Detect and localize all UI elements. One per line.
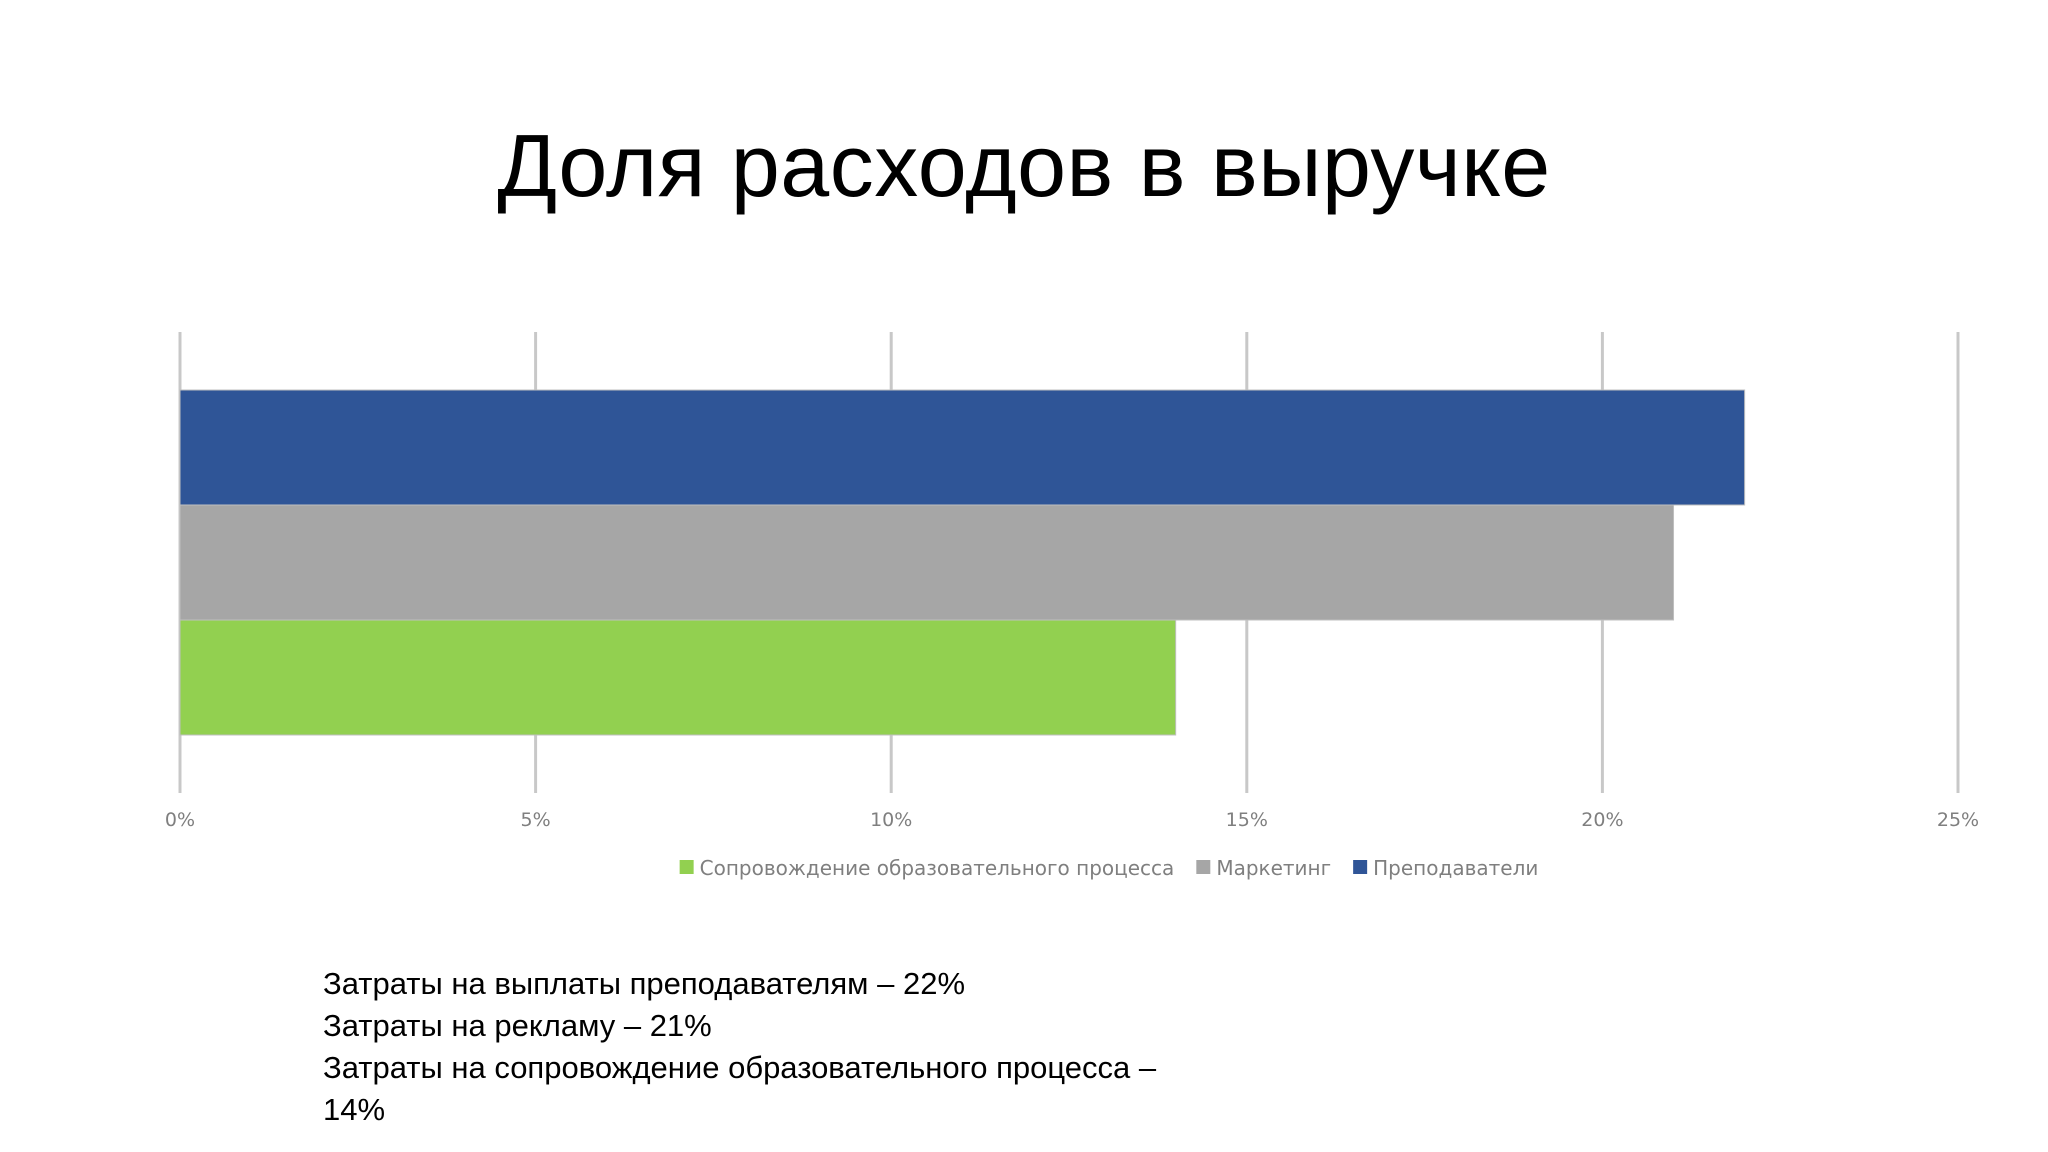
x-tick-label-2: 10% xyxy=(870,809,912,831)
legend-swatch-0 xyxy=(679,860,694,874)
bar-2 xyxy=(179,389,1746,506)
legend-label-1: Маркетинг xyxy=(1216,856,1331,880)
legend-label-0: Сопровождение образовательного процесса xyxy=(700,856,1175,880)
legend-item-1: Маркетинг xyxy=(1196,856,1331,880)
legend-item-2: Преподаватели xyxy=(1353,856,1538,880)
chart-x-axis-ticks: 0% 5% 10% 15% 20% 25% xyxy=(165,809,1979,831)
x-tick-label-3: 15% xyxy=(1226,809,1268,831)
note-support-process-value: 14% xyxy=(323,1092,386,1127)
note-advertising: Затраты на рекламу – 21% xyxy=(323,1008,712,1043)
chart-bars xyxy=(179,389,1746,736)
expense-notes: Затраты на выплаты преподавателям – 22% … xyxy=(323,963,1323,1131)
chart-legend: Сопровождение образовательного процесса М… xyxy=(679,856,1538,880)
x-tick-label-4: 20% xyxy=(1581,809,1623,831)
x-tick-label-5: 25% xyxy=(1937,809,1979,831)
x-tick-label-0: 0% xyxy=(165,809,195,831)
bar-0 xyxy=(179,619,1177,736)
slide-title: Доля расходов в выручке xyxy=(497,116,1551,215)
legend-swatch-2 xyxy=(1353,860,1368,874)
x-tick-label-1: 5% xyxy=(521,809,551,831)
legend-item-0: Сопровождение образовательного процесса xyxy=(679,856,1175,880)
note-support-process: Затраты на сопровождение образовательног… xyxy=(323,1050,1157,1085)
bar-1 xyxy=(179,504,1675,621)
legend-label-2: Преподаватели xyxy=(1373,856,1538,880)
legend-swatch-1 xyxy=(1196,860,1211,874)
note-teachers: Затраты на выплаты преподавателям – 22% xyxy=(323,966,966,1001)
